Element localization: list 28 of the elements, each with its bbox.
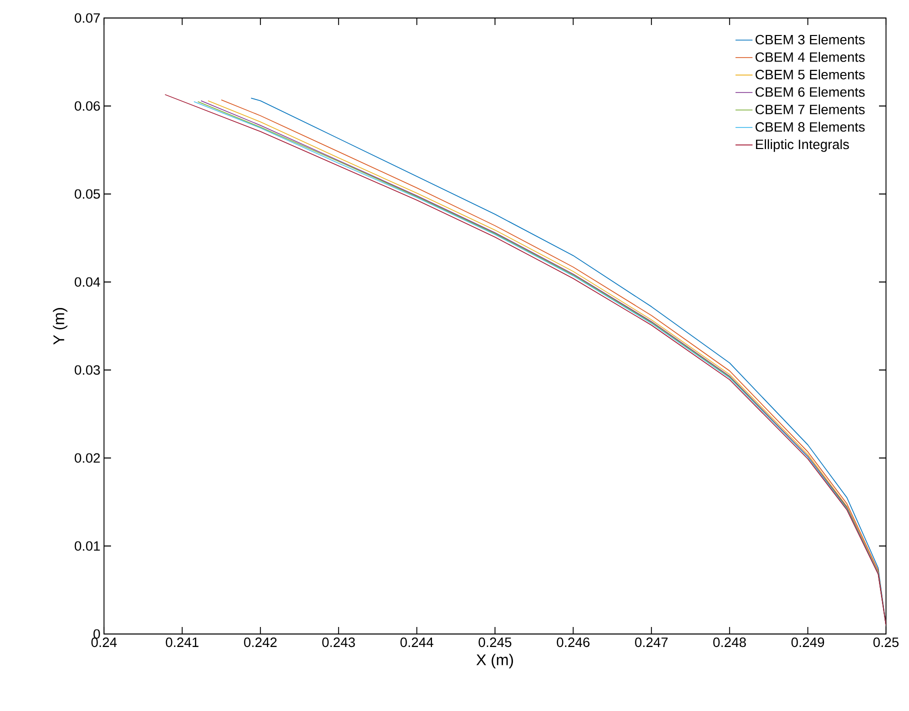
legend-label: CBEM 6 Elements xyxy=(756,86,865,97)
y-tick-label: 0.01 xyxy=(74,541,100,551)
legend-label: CBEM 3 Elements xyxy=(756,34,865,44)
y-tick-label: 0.07 xyxy=(74,13,100,23)
legend-label: Elliptic Integrals xyxy=(756,139,849,152)
x-tick-label: 0.243 xyxy=(322,638,355,648)
y-tick-label: 0 xyxy=(94,629,100,639)
x-tick-label: 0.242 xyxy=(244,638,277,648)
x-tick-label: 0.245 xyxy=(478,638,512,648)
y-tick-label: 0.05 xyxy=(74,189,100,199)
y-tick-label: 0.03 xyxy=(74,365,100,375)
y-tick-label: 0.06 xyxy=(74,101,100,111)
x-tick-label: 0.249 xyxy=(791,638,824,648)
x-tick-label: 0.25 xyxy=(873,638,899,648)
y-tick-label: 0.02 xyxy=(74,453,100,463)
x-tick-label: 0.24 xyxy=(91,638,117,648)
legend-label: CBEM 4 Elements xyxy=(756,52,865,62)
x-tick-label: 0.244 xyxy=(400,638,434,648)
y-axis-title: Y (m) xyxy=(52,308,68,345)
x-tick-label: 0.246 xyxy=(556,638,590,648)
x-tick-label: 0.247 xyxy=(635,638,668,648)
legend-label: CBEM 8 Elements xyxy=(756,122,865,132)
legend-label: CBEM 7 Elements xyxy=(756,104,865,114)
x-axis-title: X (m) xyxy=(476,654,513,668)
y-tick-label: 0.04 xyxy=(74,277,100,287)
x-tick-label: 0.248 xyxy=(713,638,746,648)
x-tick-label: 0.241 xyxy=(166,638,198,648)
legend-label: CBEM 5 Elements xyxy=(756,69,865,80)
